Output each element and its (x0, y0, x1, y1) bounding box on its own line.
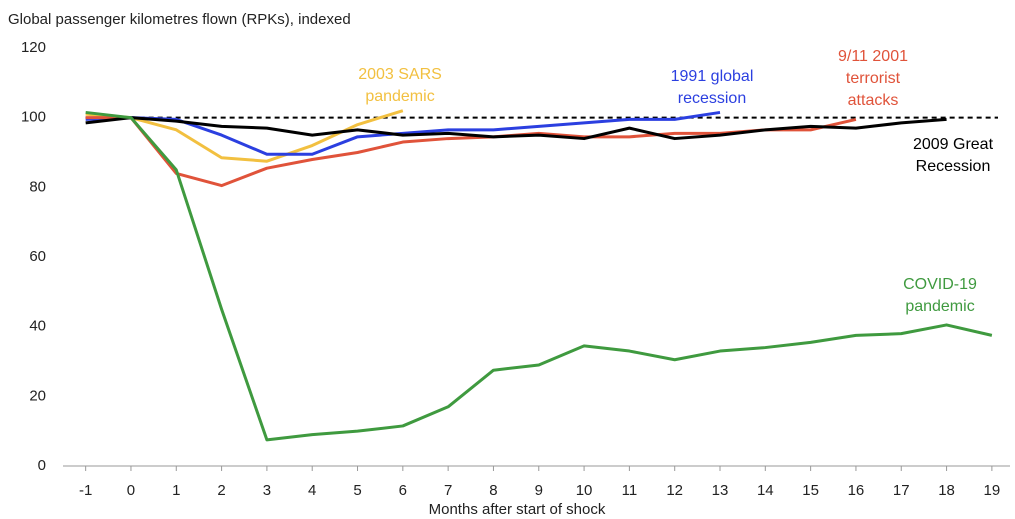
series-label: 2009 Great (913, 136, 994, 153)
x-tick-label: 1 (172, 482, 180, 499)
x-tick-label: 10 (576, 482, 593, 499)
x-tick-label: 2 (217, 482, 225, 499)
series-label: 2003 SARS (358, 66, 442, 83)
x-tick-label: 13 (712, 482, 729, 499)
y-tick-label: 20 (29, 387, 46, 404)
series-label: pandemic (905, 298, 974, 315)
x-tick-label: 0 (127, 482, 135, 499)
x-tick-label: 14 (757, 482, 774, 499)
x-tick-label: 12 (666, 482, 683, 499)
chart-title: Global passenger kilometres flown (RPKs)… (8, 11, 351, 28)
series-line (85, 110, 993, 442)
series-label: pandemic (365, 88, 434, 105)
x-tick-label: 6 (399, 482, 407, 499)
x-tick-label: 16 (848, 482, 865, 499)
x-tick-label: 18 (938, 482, 955, 499)
series-line (85, 110, 721, 156)
y-tick-label: 0 (38, 457, 46, 474)
x-tick-label: 11 (622, 482, 638, 499)
x-tick-label: 4 (308, 482, 316, 499)
x-tick-label: 19 (984, 482, 1001, 499)
y-tick-label: 100 (21, 109, 46, 126)
y-tick-label: 60 (29, 248, 46, 265)
series-label: COVID-19 (903, 276, 977, 293)
series-line (85, 116, 947, 141)
y-tick-label: 120 (21, 39, 46, 56)
series-label: 9/11 2001 (838, 48, 908, 65)
x-axis-label: Months after start of shock (429, 501, 606, 518)
series-label: Recession (916, 158, 991, 175)
y-tick-label: 80 (29, 178, 46, 195)
x-tick-label: 15 (802, 482, 819, 499)
x-tick-label: 3 (263, 482, 271, 499)
y-tick-label: 40 (29, 318, 46, 335)
x-tick-label: 7 (444, 482, 452, 499)
x-tick-label: 8 (489, 482, 497, 499)
series-label: recession (678, 90, 746, 107)
x-tick-label: 17 (893, 482, 910, 499)
series-label: attacks (848, 92, 899, 109)
x-tick-label: 5 (353, 482, 361, 499)
series-label: 1991 global (671, 68, 754, 85)
x-tick-label: -1 (79, 482, 92, 499)
series-label: terrorist (846, 70, 901, 87)
x-tick-label: 9 (535, 482, 543, 499)
